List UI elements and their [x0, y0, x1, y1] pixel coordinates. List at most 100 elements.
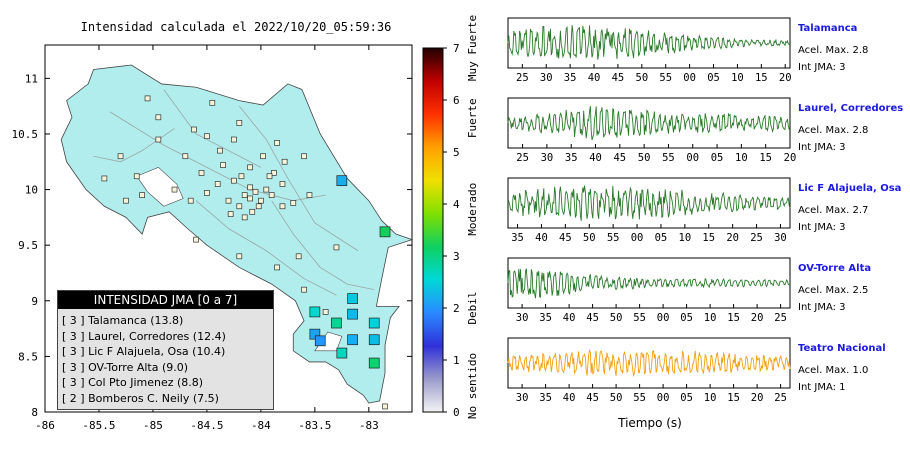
- waveform-tick-label: 10: [735, 152, 748, 164]
- intensity-station: [368, 334, 380, 346]
- station-marker: [220, 162, 226, 168]
- waveform-tick-label: 45: [586, 312, 599, 324]
- station-marker: [198, 170, 205, 176]
- waveform-trace: [507, 106, 791, 141]
- map-title: Intensidad calculada el 2022/10/20_05:59…: [80, 20, 392, 34]
- colorbar-tick-label: 3: [453, 250, 460, 263]
- y-tick-label: 10: [25, 184, 38, 197]
- colorbar-tick-label: 0: [453, 406, 460, 419]
- station-marker: [322, 309, 329, 315]
- waveform-tick-label: 00: [657, 392, 670, 404]
- legend-header: INTENSIDAD JMA [0 a 7]: [58, 291, 273, 309]
- waveform-tick-label: 55: [659, 72, 672, 84]
- waveform-trace: [507, 268, 791, 299]
- waveform-tick-label: 45: [559, 232, 572, 244]
- waveform-tick-label: 25: [774, 392, 787, 404]
- waveform-tick-label: 20: [726, 232, 739, 244]
- costa-rica-landmass: [60, 64, 414, 404]
- waveform-tick-label: 20: [779, 72, 792, 84]
- colorbar-category-label: Moderado: [466, 183, 479, 236]
- waveform-tick-label: 30: [516, 312, 529, 324]
- waveform-tick-label: 15: [755, 72, 768, 84]
- station-marker: [258, 197, 264, 204]
- station-marker: [238, 173, 245, 180]
- intensity-station: [331, 317, 342, 329]
- waveform-tick-label: 05: [680, 312, 693, 324]
- waveform-max-accel: Acel. Max. 2.5: [798, 285, 869, 296]
- station-marker: [279, 203, 286, 210]
- station-marker: [249, 208, 256, 215]
- station-marker: [217, 147, 223, 154]
- station-marker: [274, 264, 280, 271]
- y-tick-label: 9.5: [18, 239, 38, 252]
- time-axis-label: Tiempo (s): [618, 416, 682, 430]
- station-marker: [301, 286, 307, 293]
- waveform-tick-label: 55: [662, 152, 675, 164]
- waveform-tick-label: 10: [704, 312, 717, 324]
- waveform-tick-label: 40: [589, 152, 602, 164]
- station-marker: [255, 203, 262, 210]
- waveform-jma-intensity: Int JMA: 3: [798, 302, 846, 313]
- waveform-tick-label: 35: [565, 152, 578, 164]
- waveform-trace: [507, 25, 791, 60]
- waveform-station-name: OV-Torre Alta: [798, 263, 872, 274]
- province-line-4: [195, 200, 337, 296]
- waveform-station-name: Teatro Nacional: [798, 343, 886, 354]
- waveform-tick-label: 00: [686, 152, 699, 164]
- intensity-station: [379, 226, 391, 238]
- waveform-tick-label: 25: [774, 312, 787, 324]
- colorbar-tick-label: 4: [453, 198, 460, 211]
- station-marker: [236, 119, 243, 126]
- station-marker: [155, 136, 162, 143]
- intensity-station: [314, 335, 326, 347]
- station-marker: [247, 195, 253, 202]
- station-marker: [274, 140, 280, 146]
- intensity-station: [368, 317, 380, 329]
- legend-row: [ 3 ] Laurel, Corredores (12.4): [62, 329, 226, 343]
- waveform-tick-label: 20: [784, 152, 797, 164]
- legend-row: [ 3 ] OV-Torre Alta (9.0): [62, 360, 189, 374]
- x-tick-label: -83: [359, 419, 379, 432]
- station-marker: [209, 99, 216, 106]
- waveform-tick-label: 35: [511, 232, 524, 244]
- waveform-jma-intensity: Int JMA: 3: [798, 62, 846, 73]
- station-marker: [290, 200, 297, 206]
- waveform-max-accel: Acel. Max. 2.8: [798, 45, 869, 56]
- waveform-tick-label: 45: [586, 392, 599, 404]
- y-tick-label: 10.5: [12, 128, 39, 141]
- waveform-tick-label: 40: [588, 72, 601, 84]
- province-line-5: [271, 200, 375, 291]
- station-marker: [236, 203, 243, 210]
- x-tick-label: -85: [143, 419, 163, 432]
- station-marker: [270, 170, 277, 176]
- waveform-max-accel: Acel. Max. 1.0: [798, 365, 869, 376]
- colorbar-category-label: No sentido: [466, 353, 479, 419]
- waveform-station-name: Talamanca: [798, 23, 858, 34]
- waveform-tick-label: 30: [540, 72, 553, 84]
- waveform-tick-label: 40: [563, 392, 576, 404]
- station-marker: [123, 197, 129, 204]
- waveform-tick-label: 45: [613, 152, 626, 164]
- waveform-jma-intensity: Int JMA: 3: [798, 142, 846, 153]
- station-marker: [191, 126, 197, 133]
- colorbar-category-label: Debil: [466, 291, 479, 324]
- station-marker: [333, 244, 340, 251]
- waveform-jma-intensity: Int JMA: 1: [798, 382, 846, 393]
- station-marker: [241, 192, 248, 198]
- waveform-tick-label: 45: [612, 72, 625, 84]
- station-marker: [171, 186, 178, 193]
- waveform-tick-label: 40: [563, 312, 576, 324]
- station-marker: [241, 214, 248, 221]
- station-marker: [247, 164, 253, 171]
- station-marker: [133, 173, 140, 180]
- x-tick-label: -86: [35, 419, 55, 432]
- waveform-max-accel: Acel. Max. 2.7: [798, 205, 869, 216]
- station-marker: [268, 192, 275, 198]
- station-marker: [227, 211, 234, 217]
- waveform-tick-label: 15: [759, 152, 772, 164]
- station-marker: [231, 136, 237, 143]
- station-marker: [306, 192, 313, 198]
- waveform-tick-label: 15: [702, 232, 715, 244]
- waveform-tick-label: 50: [610, 312, 623, 324]
